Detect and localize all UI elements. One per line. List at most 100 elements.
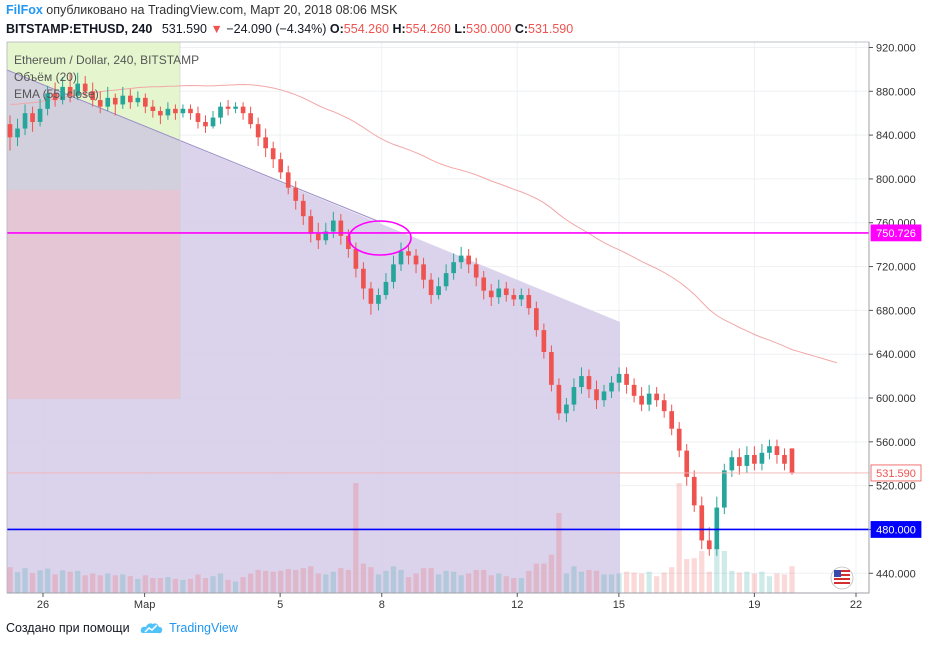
volume-bar <box>338 568 344 593</box>
candle <box>188 108 193 114</box>
volume-bar <box>232 581 239 593</box>
volume-bar <box>368 567 374 593</box>
close-value: 531.590 <box>528 22 574 36</box>
volume-bar <box>781 574 788 593</box>
ema-line <box>9 83 838 364</box>
volume-bar <box>405 577 412 593</box>
volume-bar <box>556 513 562 593</box>
y-tick-label: 880.000 <box>876 86 916 98</box>
volume-bar <box>526 570 532 593</box>
candle <box>376 295 381 304</box>
volume-bar <box>157 578 164 593</box>
author-name[interactable]: FilFox <box>6 3 43 17</box>
candle <box>330 220 336 232</box>
volume-bar <box>383 570 389 593</box>
low-label: L: <box>454 22 467 36</box>
candle <box>248 113 253 125</box>
candle <box>473 264 479 278</box>
candle <box>270 148 276 160</box>
close-label: C: <box>514 22 529 36</box>
high-label: H: <box>392 22 406 36</box>
volume-bar <box>601 574 607 593</box>
candle <box>353 249 359 269</box>
volume-bar <box>458 575 464 593</box>
volume-bar <box>631 572 637 593</box>
candle <box>30 113 35 122</box>
volume-bar <box>533 563 539 593</box>
candle <box>368 288 374 304</box>
candle <box>556 384 562 414</box>
candle <box>180 108 186 114</box>
volume-bar <box>721 551 727 593</box>
candle <box>278 159 284 173</box>
x-tick-label: 5 <box>277 599 283 611</box>
candle <box>639 395 644 405</box>
volume-bar <box>413 573 419 593</box>
candle <box>594 389 599 401</box>
volume-bar <box>263 570 269 593</box>
candle <box>315 233 321 241</box>
volume-bar <box>789 566 795 593</box>
volume-bar <box>744 571 750 593</box>
candle <box>135 97 141 103</box>
candle <box>586 376 592 390</box>
volume-bar <box>541 563 547 593</box>
candle <box>240 106 246 114</box>
candle <box>195 113 201 122</box>
volume-bar <box>172 578 179 593</box>
candle <box>782 454 787 464</box>
volume-bar <box>473 569 479 593</box>
volume-bar <box>308 566 314 593</box>
volume-bar <box>593 570 600 593</box>
candle <box>564 404 569 414</box>
volume-bar <box>706 571 712 593</box>
volume-bar <box>766 576 773 593</box>
volume-bar <box>669 567 675 593</box>
tradingview-cloud-icon <box>140 623 163 634</box>
candle <box>82 83 88 92</box>
candle <box>646 393 652 405</box>
candle <box>511 295 517 300</box>
x-tick-label: 19 <box>748 599 760 611</box>
candle <box>285 172 291 188</box>
candle <box>767 446 772 453</box>
volume-bar <box>586 569 592 593</box>
candle <box>541 330 547 353</box>
volume-bar <box>466 573 472 593</box>
volume-bar <box>120 574 126 593</box>
volume-bar <box>225 579 231 593</box>
candle <box>699 505 705 541</box>
candle <box>60 86 65 101</box>
candle <box>391 264 396 282</box>
volume-bar <box>195 574 201 593</box>
current-price-label-bg <box>870 464 922 482</box>
y-tick-label: 520.000 <box>876 481 916 493</box>
legend-symbol: Ethereum / Dollar, 240, BITSTAMP <box>14 53 199 67</box>
flag-icon[interactable] <box>830 566 854 590</box>
candle <box>105 97 111 107</box>
candle <box>255 124 261 138</box>
fib-zone-top <box>7 42 180 140</box>
volume-bar <box>300 568 306 593</box>
volume-bar <box>22 568 28 593</box>
candle <box>684 450 690 477</box>
candle <box>158 111 163 116</box>
tradingview-link[interactable]: TradingView <box>169 621 238 635</box>
volume-bar <box>571 566 577 593</box>
candle <box>774 446 780 455</box>
candle <box>481 277 487 291</box>
candle <box>218 106 223 118</box>
price-chart[interactable]: 440.000 480.000 520.000 560.000 600.000 640.0… <box>0 0 935 615</box>
candle <box>90 91 96 101</box>
volume-bar <box>751 573 758 593</box>
magenta-price-label-bg <box>870 224 922 242</box>
volume-bar <box>759 571 765 593</box>
volume-bar <box>255 569 261 593</box>
publish-info: FilFox опубликовано на TradingView.com, … <box>6 3 397 17</box>
volume-bar <box>729 570 735 593</box>
volume-bar <box>428 568 434 593</box>
candle <box>225 106 231 109</box>
volume-bar <box>443 570 449 593</box>
candle <box>52 93 58 101</box>
highlight-ellipse[interactable] <box>348 220 412 256</box>
